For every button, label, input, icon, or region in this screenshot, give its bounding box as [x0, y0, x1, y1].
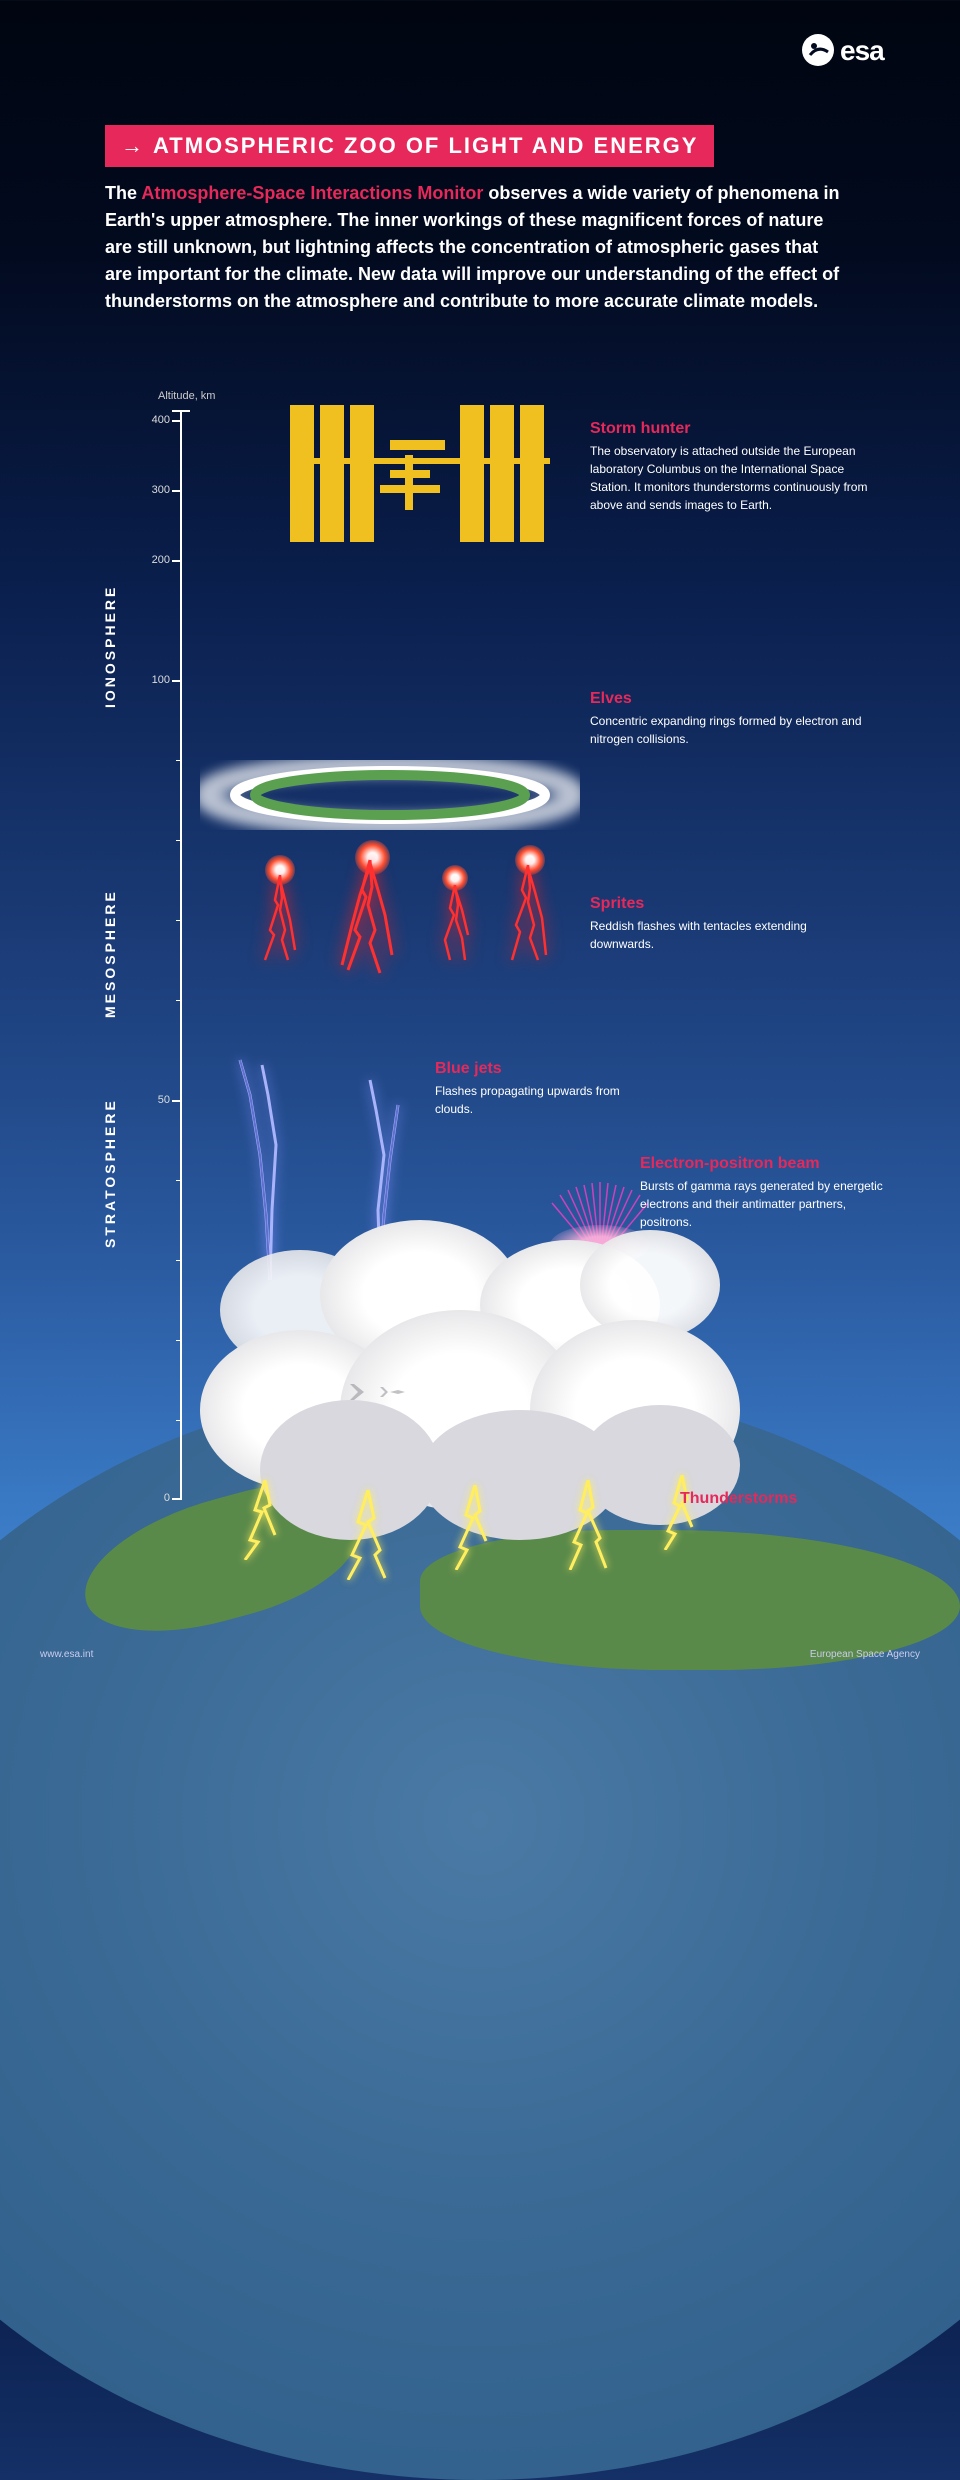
axis-tick [172, 490, 182, 492]
tick-label: 100 [140, 674, 170, 686]
bluejets-block: Blue jets Flashes propagating upwards fr… [435, 1060, 635, 1118]
axis-tick-minor [176, 760, 182, 761]
storm-hunter-title: Storm hunter [590, 420, 870, 438]
layer-mesosphere: MESOSPHERE [102, 889, 118, 1018]
lightning-icon [450, 1485, 500, 1570]
axis-tick [172, 680, 182, 682]
footer-url: www.esa.int [40, 1649, 93, 1660]
axis-tick [172, 420, 182, 422]
intro-paragraph: The Atmosphere-Space Interactions Monito… [105, 180, 845, 315]
axis-tick [172, 1498, 182, 1500]
axis-tick-minor [176, 1000, 182, 1001]
tick-label: 200 [140, 554, 170, 566]
sprite-icon [430, 865, 480, 965]
sprites-title: Sprites [590, 895, 870, 913]
thunderstorms-title: Thunderstorms [680, 1490, 860, 1508]
airplane-icon [340, 1380, 410, 1405]
axis-tick [172, 560, 182, 562]
axis-tick [172, 1100, 182, 1102]
intro-highlight: Atmosphere-Space Interactions Monitor [141, 183, 483, 203]
thunderstorms-block: Thunderstorms [680, 1490, 860, 1512]
sprites-block: Sprites Reddish flashes with tentacles e… [590, 895, 870, 953]
axis-label: Altitude, km [158, 390, 215, 402]
page-title: → ATMOSPHERIC ZOO OF LIGHT AND ENERGY [105, 125, 714, 167]
lightning-icon [660, 1475, 705, 1550]
elves-desc: Concentric expanding rings formed by ele… [590, 712, 870, 748]
sprite-icon [500, 845, 555, 965]
tick-label: 50 [140, 1094, 170, 1106]
footer-credit: European Space Agency [810, 1649, 920, 1660]
layer-stratosphere: STRATOSPHERE [102, 1098, 118, 1248]
title-text: ATMOSPHERIC ZOO OF LIGHT AND ENERGY [153, 133, 698, 158]
sprites-desc: Reddish flashes with tentacles extending… [590, 917, 870, 953]
arrow-icon: → [121, 133, 145, 158]
axis-tick-minor [176, 1260, 182, 1261]
beam-title: Electron-positron beam [640, 1155, 890, 1173]
layer-ionosphere: IONOSPHERE [102, 585, 118, 708]
tick-label: 400 [140, 414, 170, 426]
storm-hunter-desc: The observatory is attached outside the … [590, 442, 870, 514]
sprite-icon [330, 840, 410, 980]
axis-tick-minor [176, 1180, 182, 1181]
axis-tick-minor [176, 840, 182, 841]
lightning-icon [340, 1490, 395, 1580]
bluejets-title: Blue jets [435, 1060, 635, 1078]
tick-label: 0 [140, 1492, 170, 1504]
elves-title: Elves [590, 690, 870, 708]
bluejets-desc: Flashes propagating upwards from clouds. [435, 1082, 635, 1118]
intro-prefix: The [105, 183, 141, 203]
lightning-icon [240, 1480, 290, 1560]
iss-icon [280, 400, 560, 580]
elves-icon [200, 760, 580, 830]
esa-logo: esa [800, 30, 910, 78]
sprite-icon [250, 855, 310, 965]
axis-tick-minor [176, 1340, 182, 1341]
axis-tick-minor [176, 1420, 182, 1421]
elves-block: Elves Concentric expanding rings formed … [590, 690, 870, 748]
storm-hunter-block: Storm hunter The observatory is attached… [590, 420, 870, 514]
altitude-axis [180, 410, 182, 1500]
tick-label: 300 [140, 484, 170, 496]
svg-text:esa: esa [840, 35, 885, 66]
axis-cap [172, 410, 190, 412]
axis-tick-minor [176, 920, 182, 921]
lightning-icon [560, 1480, 615, 1570]
